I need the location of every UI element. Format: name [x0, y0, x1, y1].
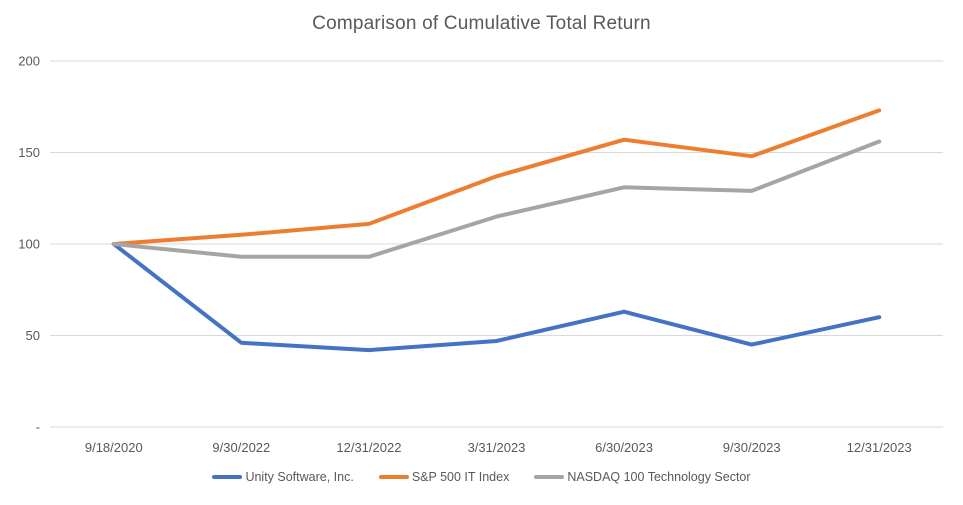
x-axis-tick-label: 6/30/2023: [595, 440, 653, 455]
legend-label: S&P 500 IT Index: [411, 470, 510, 484]
legend-item-nasdaq-100-technology-sector: NASDAQ 100 Technology Sector: [534, 470, 751, 484]
y-axis-labels: - 50 100 150 200: [18, 54, 40, 435]
x-axis-tick-label: 9/30/2023: [723, 440, 781, 455]
legend-line-marker: [534, 475, 565, 479]
y-axis-tick-label: 200: [18, 54, 40, 69]
series-line-s-p-500-it-index: [111, 108, 882, 246]
x-axis-tick-label: 9/18/2020: [85, 440, 143, 455]
gridlines: [50, 60, 943, 428]
legend-item-s-p-500-it-index: S&P 500 IT Index: [378, 470, 510, 484]
legend-line-marker: [378, 475, 409, 479]
x-axis-labels: 9/18/2020 9/30/2022 12/31/2022 3/31/2023 6/3…: [85, 440, 912, 455]
y-axis-tick-label: 150: [18, 145, 40, 160]
legend-item-unity-software-inc: Unity Software, Inc.: [212, 470, 354, 484]
series-line-unity-software-inc: [111, 242, 882, 353]
chart-title: Comparison of Cumulative Total Return: [312, 13, 651, 34]
x-axis-tick-label: 3/31/2023: [468, 440, 526, 455]
legend-line-marker: [212, 475, 243, 479]
series-lines: [111, 108, 882, 353]
legend-label: Unity Software, Inc.: [245, 470, 354, 484]
legend-label: NASDAQ 100 Technology Sector: [567, 470, 751, 484]
x-axis-tick-label: 12/31/2022: [336, 440, 401, 455]
x-axis-tick-label: 9/30/2022: [212, 440, 270, 455]
y-axis-tick-label: 50: [26, 328, 40, 343]
chart-legend: Unity Software, Inc. S&P 500 IT Index NASD…: [0, 470, 963, 484]
x-axis-tick-label: 12/31/2023: [847, 440, 912, 455]
y-axis-tick-label: -: [36, 420, 40, 435]
series-line-nasdaq-100-technology-sector: [111, 139, 882, 259]
y-axis-tick-label: 100: [18, 237, 40, 252]
